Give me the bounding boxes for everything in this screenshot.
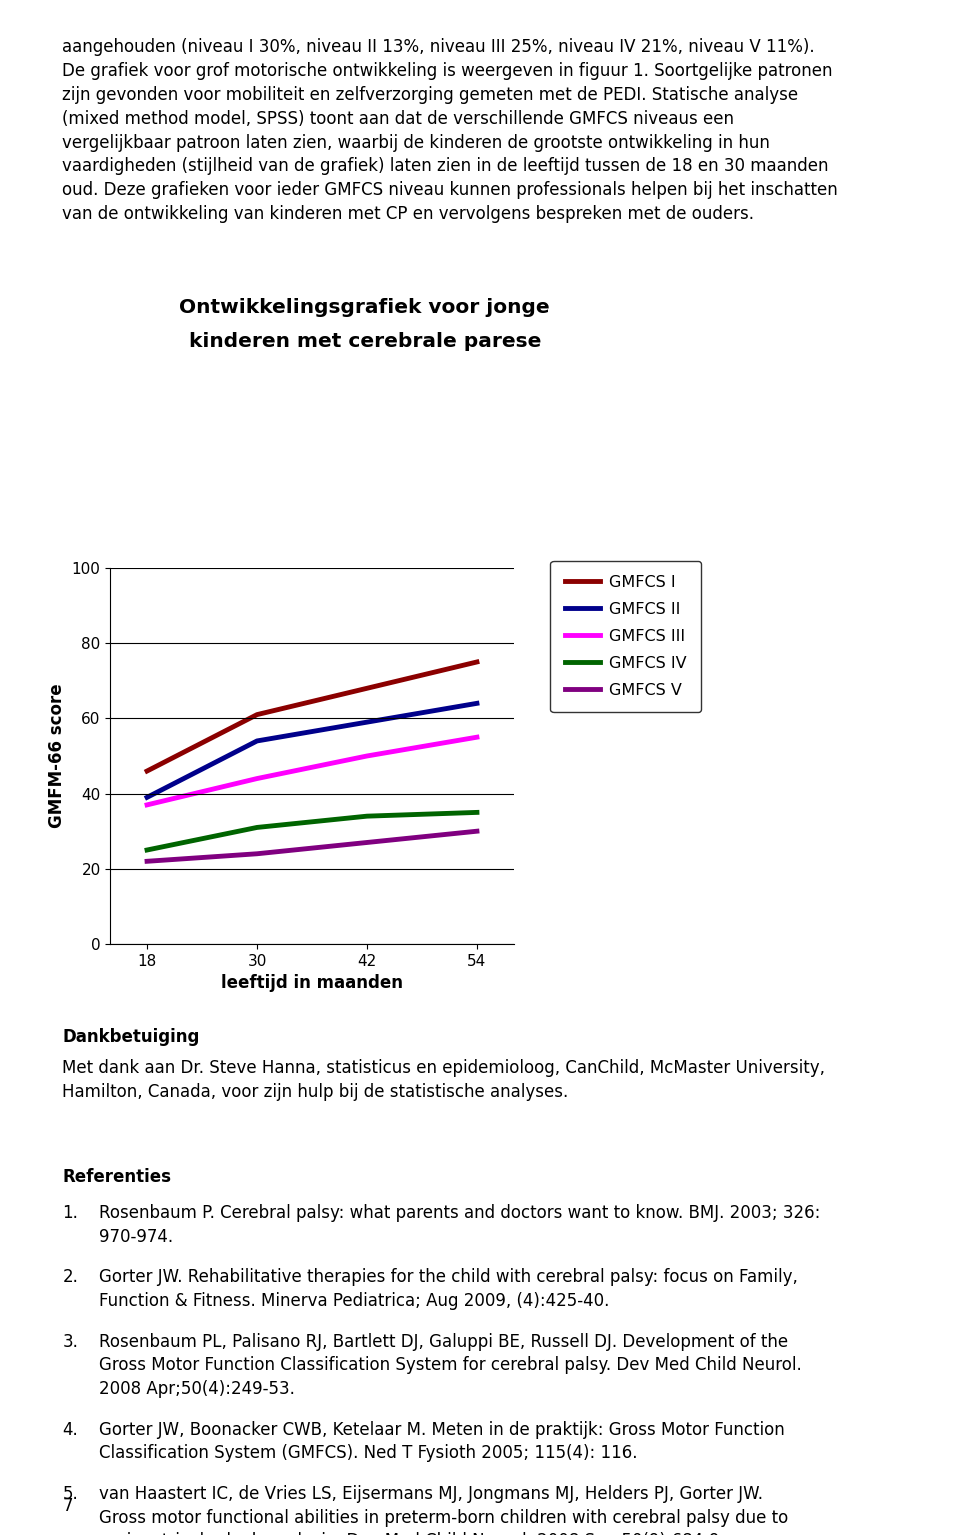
Text: Gross motor functional abilities in preterm-born children with cerebral palsy du: Gross motor functional abilities in pret… bbox=[99, 1509, 788, 1527]
Text: Hamilton, Canada, voor zijn hulp bij de statistische analyses.: Hamilton, Canada, voor zijn hulp bij de … bbox=[62, 1084, 568, 1101]
Text: 3.: 3. bbox=[62, 1332, 79, 1351]
Text: De grafiek voor grof motorische ontwikkeling is weergeven in figuur 1. Soortgeli: De grafiek voor grof motorische ontwikke… bbox=[62, 61, 833, 80]
Text: Classification System (GMFCS). Ned T Fysioth 2005; 115(4): 116.: Classification System (GMFCS). Ned T Fys… bbox=[99, 1444, 637, 1463]
Text: Ontwikkelingsgrafiek voor jonge: Ontwikkelingsgrafiek voor jonge bbox=[180, 298, 550, 316]
Text: aangehouden (niveau I 30%, niveau II 13%, niveau III 25%, niveau IV 21%, niveau : aangehouden (niveau I 30%, niveau II 13%… bbox=[62, 38, 815, 57]
Text: oud. Deze grafieken voor ieder GMFCS niveau kunnen professionals helpen bij het : oud. Deze grafieken voor ieder GMFCS niv… bbox=[62, 181, 838, 200]
Text: Dankbetuiging: Dankbetuiging bbox=[62, 1028, 200, 1047]
X-axis label: leeftijd in maanden: leeftijd in maanden bbox=[221, 975, 403, 992]
Y-axis label: GMFM-66 score: GMFM-66 score bbox=[48, 683, 66, 829]
Text: Rosenbaum PL, Palisano RJ, Bartlett DJ, Galuppi BE, Russell DJ. Development of t: Rosenbaum PL, Palisano RJ, Bartlett DJ, … bbox=[99, 1332, 788, 1351]
Text: 1.: 1. bbox=[62, 1203, 79, 1222]
Text: Gorter JW. Rehabilitative therapies for the child with cerebral palsy: focus on : Gorter JW. Rehabilitative therapies for … bbox=[99, 1268, 798, 1286]
Text: Referenties: Referenties bbox=[62, 1168, 172, 1187]
Text: Rosenbaum P. Cerebral palsy: what parents and doctors want to know. BMJ. 2003; 3: Rosenbaum P. Cerebral palsy: what parent… bbox=[99, 1203, 820, 1222]
Text: van de ontwikkeling van kinderen met CP en vervolgens bespreken met de ouders.: van de ontwikkeling van kinderen met CP … bbox=[62, 206, 755, 223]
Text: zijn gevonden voor mobiliteit en zelfverzorging gemeten met de PEDI. Statische a: zijn gevonden voor mobiliteit en zelfver… bbox=[62, 86, 799, 104]
Legend: GMFCS I, GMFCS II, GMFCS III, GMFCS IV, GMFCS V: GMFCS I, GMFCS II, GMFCS III, GMFCS IV, … bbox=[550, 560, 702, 712]
Text: 970-974.: 970-974. bbox=[99, 1228, 173, 1246]
Text: Gross Motor Function Classification System for cerebral palsy. Dev Med Child Neu: Gross Motor Function Classification Syst… bbox=[99, 1357, 802, 1374]
Text: Gorter JW, Boonacker CWB, Ketelaar M. Meten in de praktijk: Gross Motor Function: Gorter JW, Boonacker CWB, Ketelaar M. Me… bbox=[99, 1420, 784, 1438]
Text: (mixed method model, SPSS) toont aan dat de verschillende GMFCS niveaus een: (mixed method model, SPSS) toont aan dat… bbox=[62, 111, 734, 127]
Text: periventricular leukomalacia. Dev Med Child Neurol. 2008 Sep;50(9):684-9.: periventricular leukomalacia. Dev Med Ch… bbox=[99, 1532, 725, 1535]
Text: vaardigheden (stijlheid van de grafiek) laten zien in de leeftijd tussen de 18 e: vaardigheden (stijlheid van de grafiek) … bbox=[62, 158, 828, 175]
Text: Met dank aan Dr. Steve Hanna, statisticus en epidemioloog, CanChild, McMaster Un: Met dank aan Dr. Steve Hanna, statisticu… bbox=[62, 1059, 826, 1078]
Text: 5.: 5. bbox=[62, 1484, 78, 1503]
Text: 7: 7 bbox=[62, 1497, 73, 1515]
Text: 2.: 2. bbox=[62, 1268, 79, 1286]
Text: vergelijkbaar patroon laten zien, waarbij de kinderen de grootste ontwikkeling i: vergelijkbaar patroon laten zien, waarbi… bbox=[62, 134, 770, 152]
Text: Function & Fitness. Minerva Pediatrica; Aug 2009, (4):425-40.: Function & Fitness. Minerva Pediatrica; … bbox=[99, 1292, 610, 1309]
Text: kinderen met cerebrale parese: kinderen met cerebrale parese bbox=[188, 332, 541, 350]
Text: van Haastert IC, de Vries LS, Eijsermans MJ, Jongmans MJ, Helders PJ, Gorter JW.: van Haastert IC, de Vries LS, Eijsermans… bbox=[99, 1484, 763, 1503]
Text: 4.: 4. bbox=[62, 1420, 78, 1438]
Text: 2008 Apr;50(4):249-53.: 2008 Apr;50(4):249-53. bbox=[99, 1380, 295, 1398]
